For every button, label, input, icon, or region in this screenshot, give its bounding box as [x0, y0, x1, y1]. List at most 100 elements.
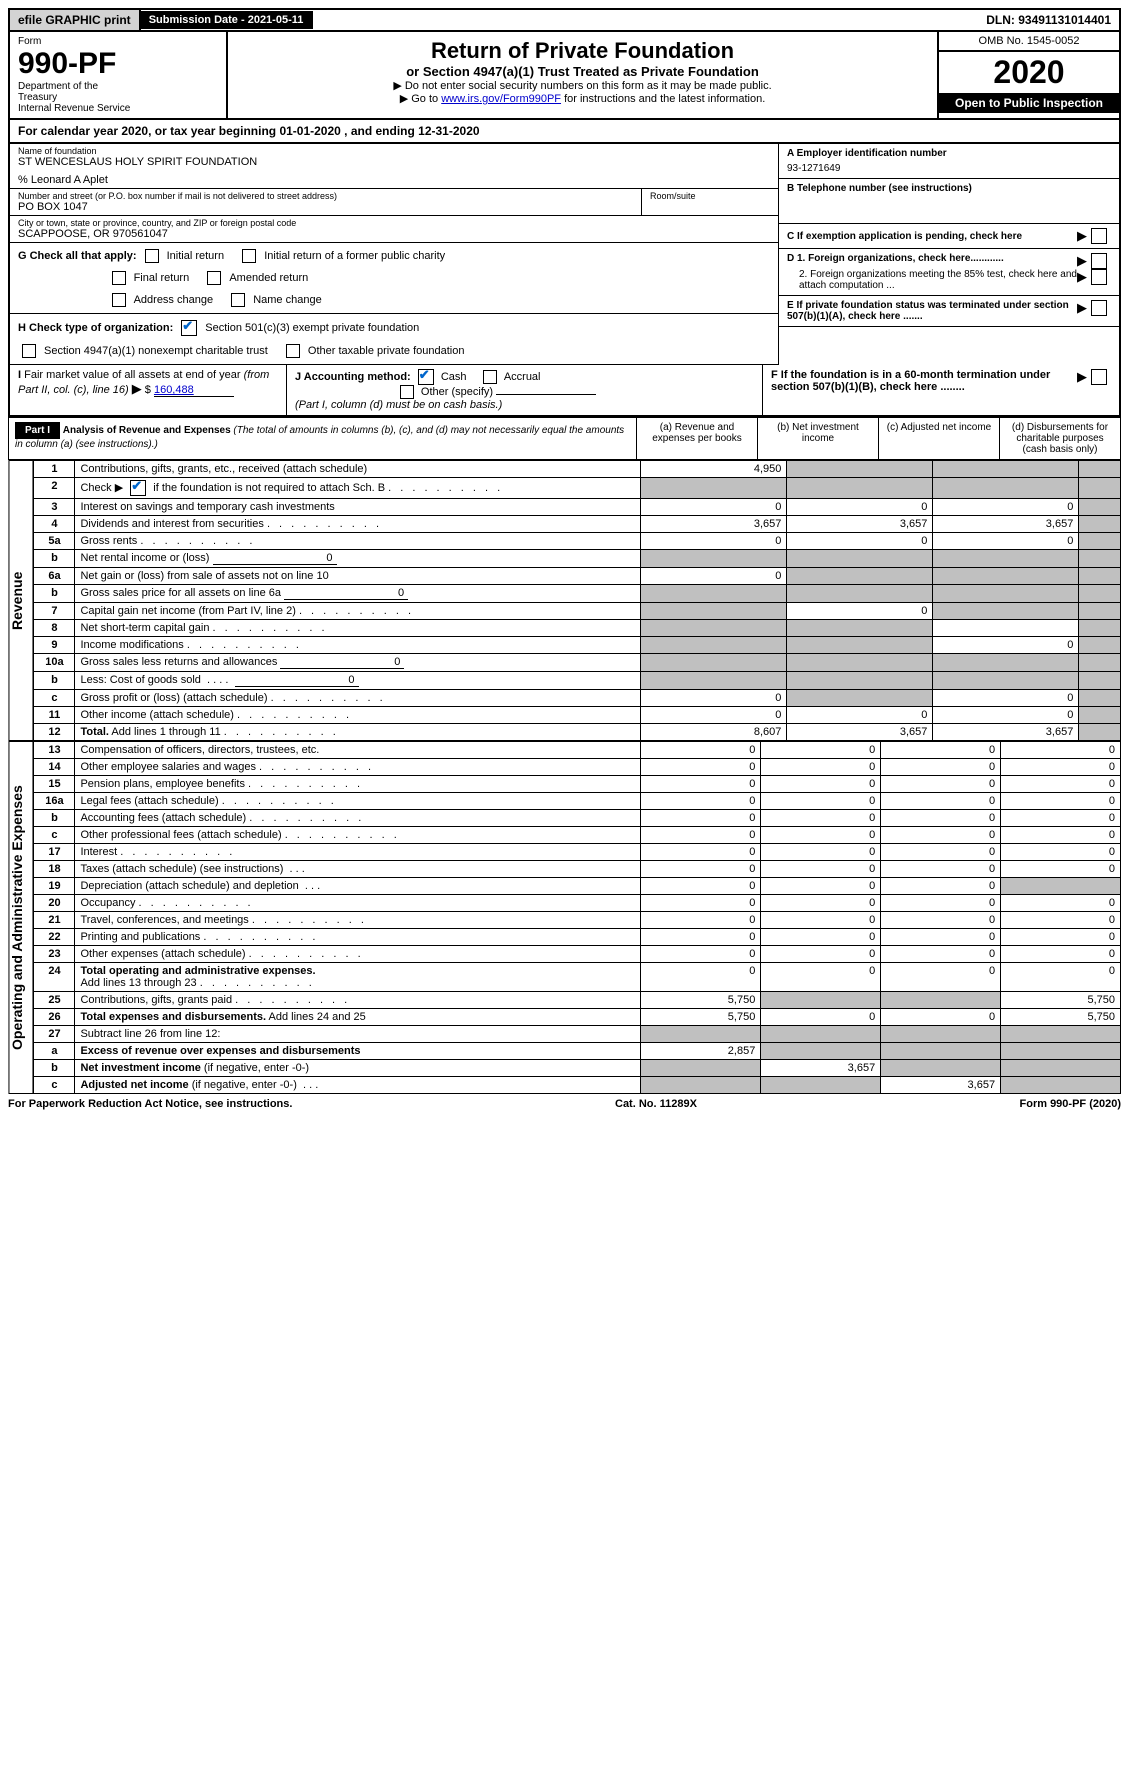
row-27: 27Subtract line 26 from line 12: [34, 1026, 1121, 1043]
row-8: 8Net short-term capital gain [34, 620, 1121, 637]
row-10a: 10aGross sales less returns and allowanc… [34, 654, 1121, 672]
f-label: F If the foundation is in a 60-month ter… [771, 369, 1077, 411]
row-25: 25Contributions, gifts, grants paid 5,75… [34, 992, 1121, 1009]
e-label: E If private foundation status was termi… [787, 300, 1077, 322]
checkbox-cash[interactable] [418, 369, 434, 385]
row-27a: aExcess of revenue over expenses and dis… [34, 1043, 1121, 1060]
room-label: Room/suite [650, 191, 770, 201]
row-27b: bNet investment income (if negative, ent… [34, 1060, 1121, 1077]
expenses-section: Operating and Administrative Expenses 13… [8, 741, 1121, 1094]
irs-link[interactable]: www.irs.gov/Form990PF [441, 93, 561, 105]
dln: DLN: 93491131014401 [978, 10, 1119, 30]
j-label: J Accounting method: [295, 371, 411, 383]
row-14: 14Other employee salaries and wages 0000 [34, 759, 1121, 776]
row-6b: bGross sales price for all assets on lin… [34, 585, 1121, 603]
checkbox-501c3[interactable] [181, 320, 197, 336]
dept-treasury: Department of theTreasuryInternal Revenu… [18, 81, 218, 114]
care-of: % Leonard A Aplet [18, 174, 770, 186]
h-label: H Check type of organization: [18, 322, 173, 334]
checkbox-name-change[interactable] [231, 293, 245, 307]
col-a-header: (a) Revenue and expenses per books [637, 418, 758, 459]
c-label: C If exemption application is pending, c… [787, 231, 1077, 242]
h-check-row: H Check type of organization: Section 50… [10, 314, 778, 365]
checkbox-accrual[interactable] [483, 370, 497, 384]
efile-print-button[interactable]: efile GRAPHIC print [10, 10, 141, 30]
row-10c: cGross profit or (loss) (attach schedule… [34, 690, 1121, 707]
row-16c: cOther professional fees (attach schedul… [34, 827, 1121, 844]
city-state-zip: SCAPPOOSE, OR 970561047 [18, 228, 770, 240]
tel-label: B Telephone number (see instructions) [787, 183, 1111, 194]
row-24: 24Total operating and administrative exp… [34, 963, 1121, 992]
open-inspection: Open to Public Inspection [939, 93, 1119, 113]
form-title: Return of Private Foundation [234, 38, 931, 64]
entity-block: Name of foundation ST WENCESLAUS HOLY SP… [8, 144, 1121, 365]
part1-header: Part I Analysis of Revenue and Expenses … [8, 417, 1121, 460]
row-1: 1Contributions, gifts, grants, etc., rec… [34, 461, 1121, 478]
top-bar: efile GRAPHIC print Submission Date - 20… [8, 8, 1121, 32]
row-5a: 5aGross rents 000 [34, 533, 1121, 550]
checkbox-initial-former[interactable] [242, 249, 256, 263]
checkbox-other-taxable[interactable] [286, 344, 300, 358]
row-6a: 6aNet gain or (loss) from sale of assets… [34, 568, 1121, 585]
row-20: 20Occupancy 0000 [34, 895, 1121, 912]
foundation-name: ST WENCESLAUS HOLY SPIRIT FOUNDATION [18, 156, 770, 168]
tax-year: 2020 [939, 52, 1119, 93]
revenue-label: Revenue [8, 460, 33, 741]
checkbox-4947[interactable] [22, 344, 36, 358]
row-16b: bAccounting fees (attach schedule) 0000 [34, 810, 1121, 827]
form-number: 990-PF [18, 47, 218, 81]
instr-goto: ▶ Go to www.irs.gov/Form990PF for instru… [234, 92, 931, 105]
ein-label: A Employer identification number [787, 148, 1111, 159]
row-7: 7Capital gain net income (from Part IV, … [34, 603, 1121, 620]
g-check-row: G Check all that apply: Initial return I… [10, 243, 778, 314]
checkbox-initial-return[interactable] [145, 249, 159, 263]
row-22: 22Printing and publications 0000 [34, 929, 1121, 946]
row-27c: cAdjusted net income (if negative, enter… [34, 1077, 1121, 1094]
checkbox-60month[interactable] [1091, 369, 1107, 385]
row-5b: bNet rental income or (loss) 0 [34, 550, 1121, 568]
page-footer: For Paperwork Reduction Act Notice, see … [8, 1094, 1121, 1110]
checkbox-amended-return[interactable] [207, 271, 221, 285]
form-subtitle: or Section 4947(a)(1) Trust Treated as P… [234, 64, 931, 79]
street-address: PO BOX 1047 [18, 201, 633, 213]
checkbox-foreign-org[interactable] [1091, 253, 1107, 269]
form-footer: Form 990-PF (2020) [1020, 1098, 1122, 1110]
checkbox-address-change[interactable] [112, 293, 126, 307]
ij-row: I Fair market value of all assets at end… [8, 365, 1121, 417]
city-label: City or town, state or province, country… [18, 218, 770, 228]
row-13: 13Compensation of officers, directors, t… [34, 742, 1121, 759]
checkbox-sch-b[interactable] [130, 480, 146, 496]
ein-value: 93-1271649 [787, 163, 1111, 174]
paperwork-notice: For Paperwork Reduction Act Notice, see … [8, 1098, 292, 1110]
checkbox-exemption-pending[interactable] [1091, 228, 1107, 244]
row-15: 15Pension plans, employee benefits 0000 [34, 776, 1121, 793]
i-label: I [18, 369, 21, 381]
fmv-value[interactable]: 160,488 [154, 384, 234, 397]
row-3: 3Interest on savings and temporary cash … [34, 499, 1121, 516]
j-note: (Part I, column (d) must be on cash basi… [295, 399, 502, 411]
row-26: 26Total expenses and disbursements. Add … [34, 1009, 1121, 1026]
row-2: 2Check ▶ if the foundation is not requir… [34, 478, 1121, 499]
row-4: 4Dividends and interest from securities … [34, 516, 1121, 533]
col-d-header: (d) Disbursements for charitable purpose… [1000, 418, 1120, 459]
row-19: 19Depreciation (attach schedule) and dep… [34, 878, 1121, 895]
checkbox-other-method[interactable] [400, 385, 414, 399]
row-21: 21Travel, conferences, and meetings 0000 [34, 912, 1121, 929]
row-17: 17Interest 0000 [34, 844, 1121, 861]
checkbox-85pct[interactable] [1091, 269, 1107, 285]
checkbox-terminated[interactable] [1091, 300, 1107, 316]
row-10b: bLess: Cost of goods sold . . . . 0 [34, 672, 1121, 690]
checkbox-final-return[interactable] [112, 271, 126, 285]
name-label: Name of foundation [18, 146, 770, 156]
row-18: 18Taxes (attach schedule) (see instructi… [34, 861, 1121, 878]
form-header: Form 990-PF Department of theTreasuryInt… [8, 32, 1121, 120]
addr-label: Number and street (or P.O. box number if… [18, 191, 633, 201]
revenue-section: Revenue 1Contributions, gifts, grants, e… [8, 460, 1121, 741]
col-b-header: (b) Net investment income [758, 418, 879, 459]
form-label: Form [18, 36, 218, 47]
row-23: 23Other expenses (attach schedule) 0000 [34, 946, 1121, 963]
row-9: 9Income modifications 0 [34, 637, 1121, 654]
expenses-label: Operating and Administrative Expenses [8, 741, 33, 1094]
row-16a: 16aLegal fees (attach schedule) 0000 [34, 793, 1121, 810]
cat-no: Cat. No. 11289X [615, 1098, 697, 1110]
